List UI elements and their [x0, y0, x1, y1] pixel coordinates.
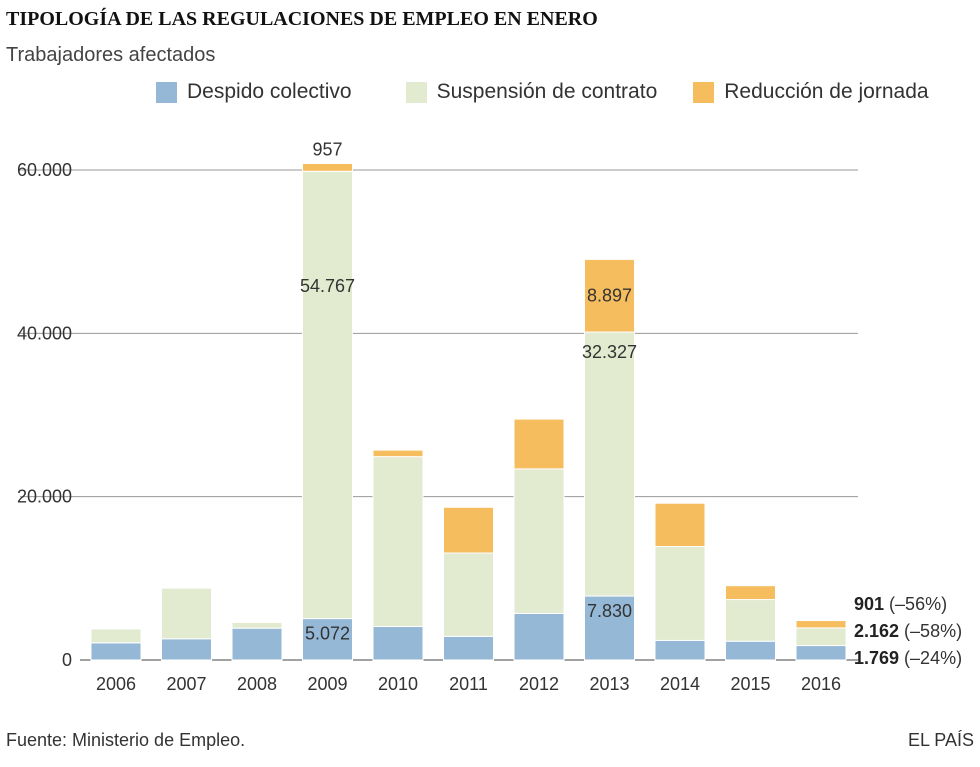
bar-2011-series-0 [443, 635, 494, 661]
bar-2006-series-1 [90, 628, 142, 644]
annotation-2016-2: 1.769 (–24%) [854, 648, 962, 668]
data-label-2013-3: 8.897 [587, 286, 632, 306]
annotation-value-1: 2.162 [854, 621, 899, 641]
bar-2010-series-0 [372, 626, 424, 661]
x-tick-label-2007: 2007 [166, 674, 206, 694]
x-tick-label-2008: 2008 [237, 674, 277, 694]
legend-item-suspension: Suspensión de contrato [405, 80, 658, 104]
bar-2011-series-2 [443, 506, 494, 554]
annotation-value-2: 1.769 [854, 648, 899, 668]
bar-2011-series-1 [443, 552, 494, 637]
legend-swatch-reduccion [693, 81, 715, 103]
bar-2009-series-2 [302, 162, 353, 172]
bar-2008-series-0 [231, 627, 283, 661]
legend-swatch-suspension [405, 81, 427, 103]
bar-2012-series-1 [513, 468, 565, 614]
x-tick-label-2011: 2011 [449, 674, 488, 694]
bar-2014-series-0 [654, 639, 706, 661]
annotation-change-1: (–58%) [899, 621, 962, 641]
annotation-change-0: (–56%) [884, 594, 947, 614]
bar-2010-series-1 [372, 456, 424, 628]
legend-label-reduccion: Reducción de jornada [724, 80, 929, 103]
bar-2006-series-0 [90, 642, 142, 661]
y-tick-label-0: 0 [62, 650, 72, 670]
bar-2016-series-2 [795, 620, 847, 629]
x-tick-label-2015: 2015 [730, 674, 770, 694]
bar-2014-series-2 [654, 502, 706, 547]
x-tick-label-2012: 2012 [519, 674, 559, 694]
bar-2015-series-0 [725, 640, 776, 661]
legend-label-despido: Despido colectivo [187, 80, 352, 103]
y-tick-label-60.000: 60.000 [17, 160, 72, 180]
bar-2007-series-1 [161, 587, 212, 640]
bar-2008-series-1 [231, 621, 283, 629]
annotation-value-0: 901 [854, 594, 884, 614]
bar-2009-series-1 [302, 170, 353, 620]
bar-2007-series-0 [161, 638, 212, 661]
x-tick-label-2016: 2016 [801, 674, 841, 694]
annotation-2016-0: 901 (–56%) [854, 594, 947, 614]
data-label-2013-4: 32.327 [582, 342, 637, 362]
y-tick-label-40.000: 40.000 [17, 323, 72, 343]
legend-swatch-despido [156, 81, 177, 103]
bar-2012-series-2 [513, 418, 565, 470]
bar-2015-series-1 [725, 599, 776, 642]
legend: Despido colectivo Suspensión de contrato… [156, 80, 929, 104]
legend-label-suspension: Suspensión de contrato [436, 80, 658, 103]
annotation-2016-1: 2.162 (–58%) [854, 621, 962, 641]
legend-item-reduccion: Reducción de jornada [693, 80, 929, 104]
bar-2012-series-0 [513, 612, 565, 661]
y-tick-label-20.000: 20.000 [17, 487, 72, 507]
bar-2016-series-1 [795, 627, 847, 647]
data-label-2009-2: 5.072 [305, 624, 350, 644]
x-tick-label-2014: 2014 [660, 674, 700, 694]
bar-2013-series-0 [584, 595, 635, 661]
x-tick-label-2006: 2006 [96, 674, 136, 694]
bar-2014-series-1 [654, 545, 706, 641]
data-label-2009-1: 54.767 [300, 276, 355, 296]
bar-2013-series-2 [584, 258, 635, 333]
bar-2013-series-1 [584, 331, 635, 597]
data-label-2009-0: 957 [312, 139, 342, 159]
x-tick-label-2013: 2013 [589, 674, 629, 694]
bar-2015-series-2 [725, 585, 776, 601]
bar-2010-series-2 [372, 449, 424, 458]
brand-logo-text: EL PAÍS [907, 730, 974, 750]
chart-subtitle: Trabajadores afectados [6, 44, 216, 66]
source-note: Fuente: Ministerio de Empleo. [6, 730, 246, 750]
bar-2016-series-0 [795, 645, 847, 661]
legend-item-despido: Despido colectivo [156, 80, 352, 104]
bar-2009-series-0 [302, 618, 353, 661]
data-label-2013-5: 7.830 [587, 601, 632, 621]
x-tick-label-2009: 2009 [307, 674, 347, 694]
x-tick-label-2010: 2010 [378, 674, 418, 694]
chart-title: TIPOLOGÍA DE LAS REGULACIONES DE EMPLEO … [6, 8, 598, 30]
annotation-change-2: (–24%) [899, 648, 962, 668]
